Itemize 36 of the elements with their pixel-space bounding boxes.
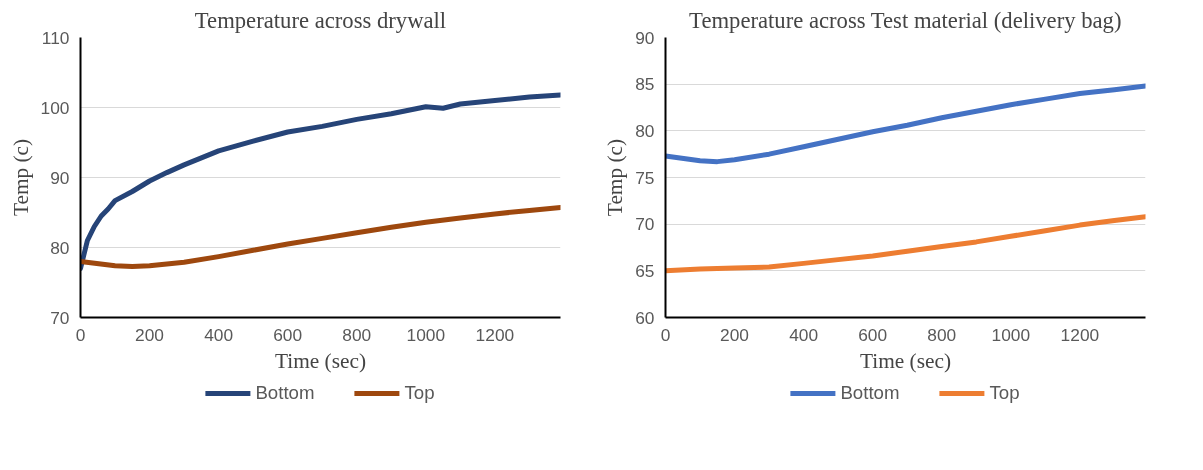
x-tick-label: 800 <box>927 324 957 345</box>
chart-title: Temperature across Test material (delivery bag) <box>689 7 1122 33</box>
chart-title: Temperature across drywall <box>194 7 447 33</box>
x-tick-label: 600 <box>273 324 303 345</box>
y-tick-label: 70 <box>50 307 70 328</box>
x-tick-label: 800 <box>342 324 372 345</box>
legend-label: Bottom <box>255 382 315 404</box>
x-axis-title: Time (sec) <box>859 348 952 373</box>
y-tick-label: 80 <box>50 237 70 258</box>
y-tick-label: 90 <box>635 27 655 48</box>
legend-label: Top <box>989 382 1020 404</box>
x-tick-label: 1000 <box>991 324 1031 345</box>
y-tick-label: 90 <box>50 167 70 188</box>
x-tick-label: 1200 <box>475 324 515 345</box>
x-axis-title: Time (sec) <box>274 348 367 373</box>
legend-label: Bottom <box>840 382 900 404</box>
y-axis-title: Temp (c) <box>8 138 33 217</box>
x-tick-label: 1000 <box>406 324 446 345</box>
x-tick-label: 0 <box>75 324 86 345</box>
y-tick-label: 80 <box>635 120 655 141</box>
legend-label: Top <box>404 382 435 404</box>
y-tick-label: 60 <box>635 307 655 328</box>
x-tick-label: 600 <box>858 324 888 345</box>
y-tick-label: 100 <box>40 97 70 118</box>
y-tick-label: 85 <box>635 74 655 95</box>
y-tick-label: 110 <box>41 27 70 48</box>
y-axis-title: Temp (c) <box>603 138 628 217</box>
x-tick-label: 1200 <box>1060 324 1100 345</box>
x-tick-label: 200 <box>135 324 165 345</box>
y-tick-label: 75 <box>635 167 655 188</box>
x-tick-label: 200 <box>720 324 750 345</box>
x-tick-label: 400 <box>204 324 234 345</box>
y-tick-label: 65 <box>635 260 655 281</box>
x-tick-label: 400 <box>789 324 819 345</box>
x-tick-label: 0 <box>660 324 671 345</box>
y-tick-label: 70 <box>635 214 655 235</box>
